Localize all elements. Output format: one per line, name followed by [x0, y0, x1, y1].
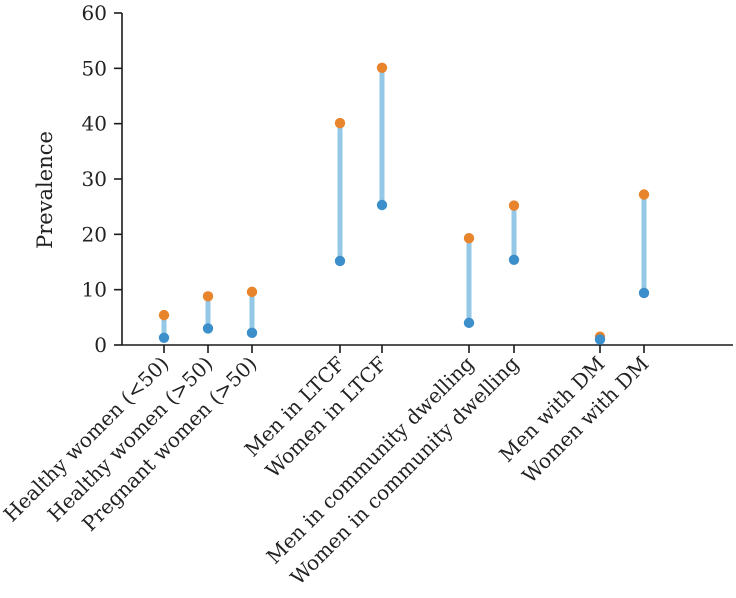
lower-point — [508, 254, 520, 265]
y-tick-label: 40 — [82, 112, 107, 136]
y-axis-title: Prevalence — [33, 131, 57, 249]
category-label: Healthy women (<50) — [0, 352, 174, 527]
y-tick-label: 30 — [82, 167, 107, 191]
lower-point — [376, 199, 388, 211]
connectors — [161, 67, 647, 340]
upper-point — [463, 233, 475, 244]
y-tick-label: 50 — [82, 56, 107, 80]
y-tick-label: 20 — [82, 222, 107, 246]
upper-point — [638, 189, 650, 200]
upper-point — [508, 200, 520, 211]
upper-point — [246, 286, 258, 298]
x-ticks — [163, 345, 645, 353]
lower-point — [334, 255, 346, 267]
y-tick-label: 10 — [82, 278, 107, 302]
category-label: Pregnant women (>50) — [77, 352, 261, 536]
y-tick-label: 60 — [82, 1, 107, 25]
lower-point — [158, 332, 170, 344]
lower-point — [246, 327, 258, 339]
lower-point — [638, 287, 650, 299]
upper-point — [202, 291, 214, 302]
category-labels: Healthy women (<50)Healthy women (>50)Pr… — [0, 351, 654, 589]
points — [158, 62, 650, 345]
upper-point — [376, 62, 388, 73]
lower-point — [594, 334, 606, 345]
y-tick-label: 0 — [94, 333, 107, 357]
upper-point — [334, 117, 346, 129]
upper-point — [158, 309, 170, 321]
y-ticks: 0 10 20 30 40 50 60 — [82, 1, 122, 357]
lower-point — [202, 323, 214, 334]
lower-point — [463, 317, 475, 329]
